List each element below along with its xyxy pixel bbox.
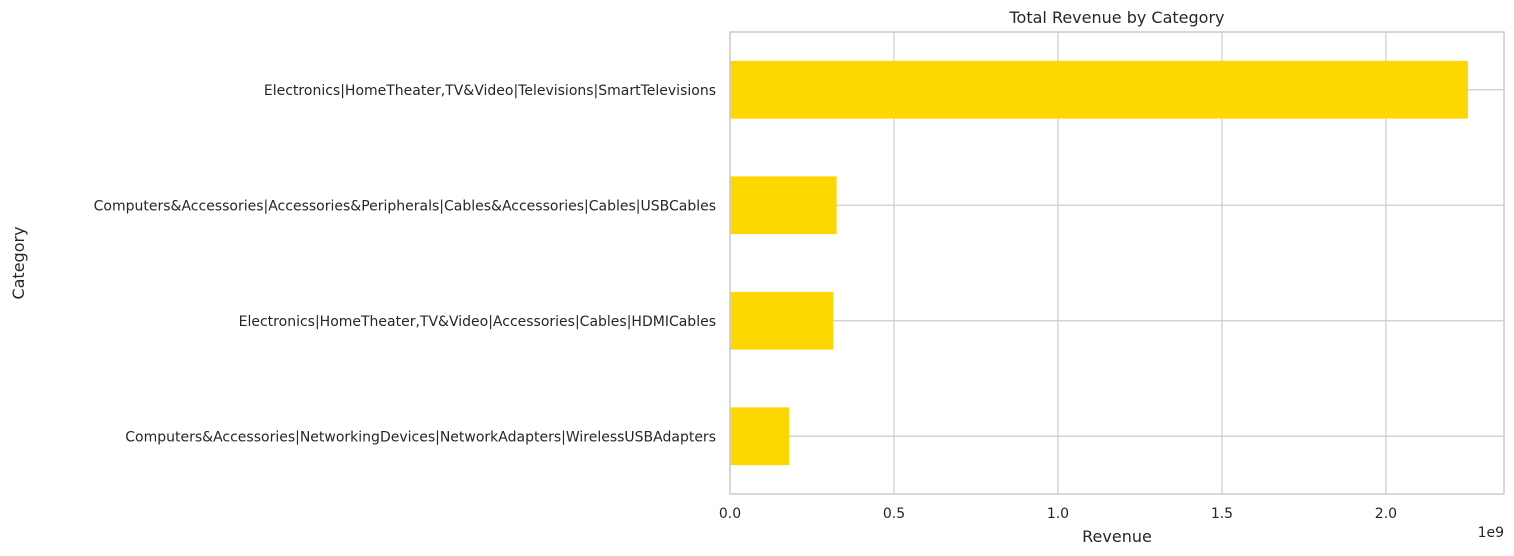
x-tick-labels: 0.0 0.5 1.0 1.5 2.0 bbox=[719, 506, 1397, 522]
x-tick-label: 0.5 bbox=[883, 506, 905, 522]
bars-layer bbox=[730, 60, 1468, 466]
y-tick-label: Computers&Accessories|Accessories&Periph… bbox=[94, 198, 716, 214]
x-tick-label: 2.0 bbox=[1375, 506, 1397, 522]
plot-frame bbox=[729, 31, 1505, 495]
bar bbox=[730, 407, 790, 466]
chart-title: Total Revenue by Category bbox=[1008, 8, 1224, 27]
x-tick-label: 1.5 bbox=[1211, 506, 1233, 522]
y-tick-labels: Electronics|HomeTheater,TV&Video|Televis… bbox=[94, 83, 716, 446]
y-tick-label: Electronics|HomeTheater,TV&Video|Accesso… bbox=[239, 314, 716, 330]
bar bbox=[730, 176, 837, 235]
x-axis-offset-label: 1e9 bbox=[1478, 525, 1504, 541]
y-tick-label: Computers&Accessories|NetworkingDevices|… bbox=[125, 429, 716, 445]
bar bbox=[730, 291, 834, 350]
y-tick-label: Electronics|HomeTheater,TV&Video|Televis… bbox=[264, 83, 716, 99]
x-tick-label: 0.0 bbox=[719, 506, 741, 522]
x-tick-label: 1.0 bbox=[1047, 506, 1069, 522]
y-axis-title: Category bbox=[9, 226, 28, 299]
x-axis-title: Revenue bbox=[1082, 527, 1152, 546]
bar bbox=[730, 60, 1468, 119]
